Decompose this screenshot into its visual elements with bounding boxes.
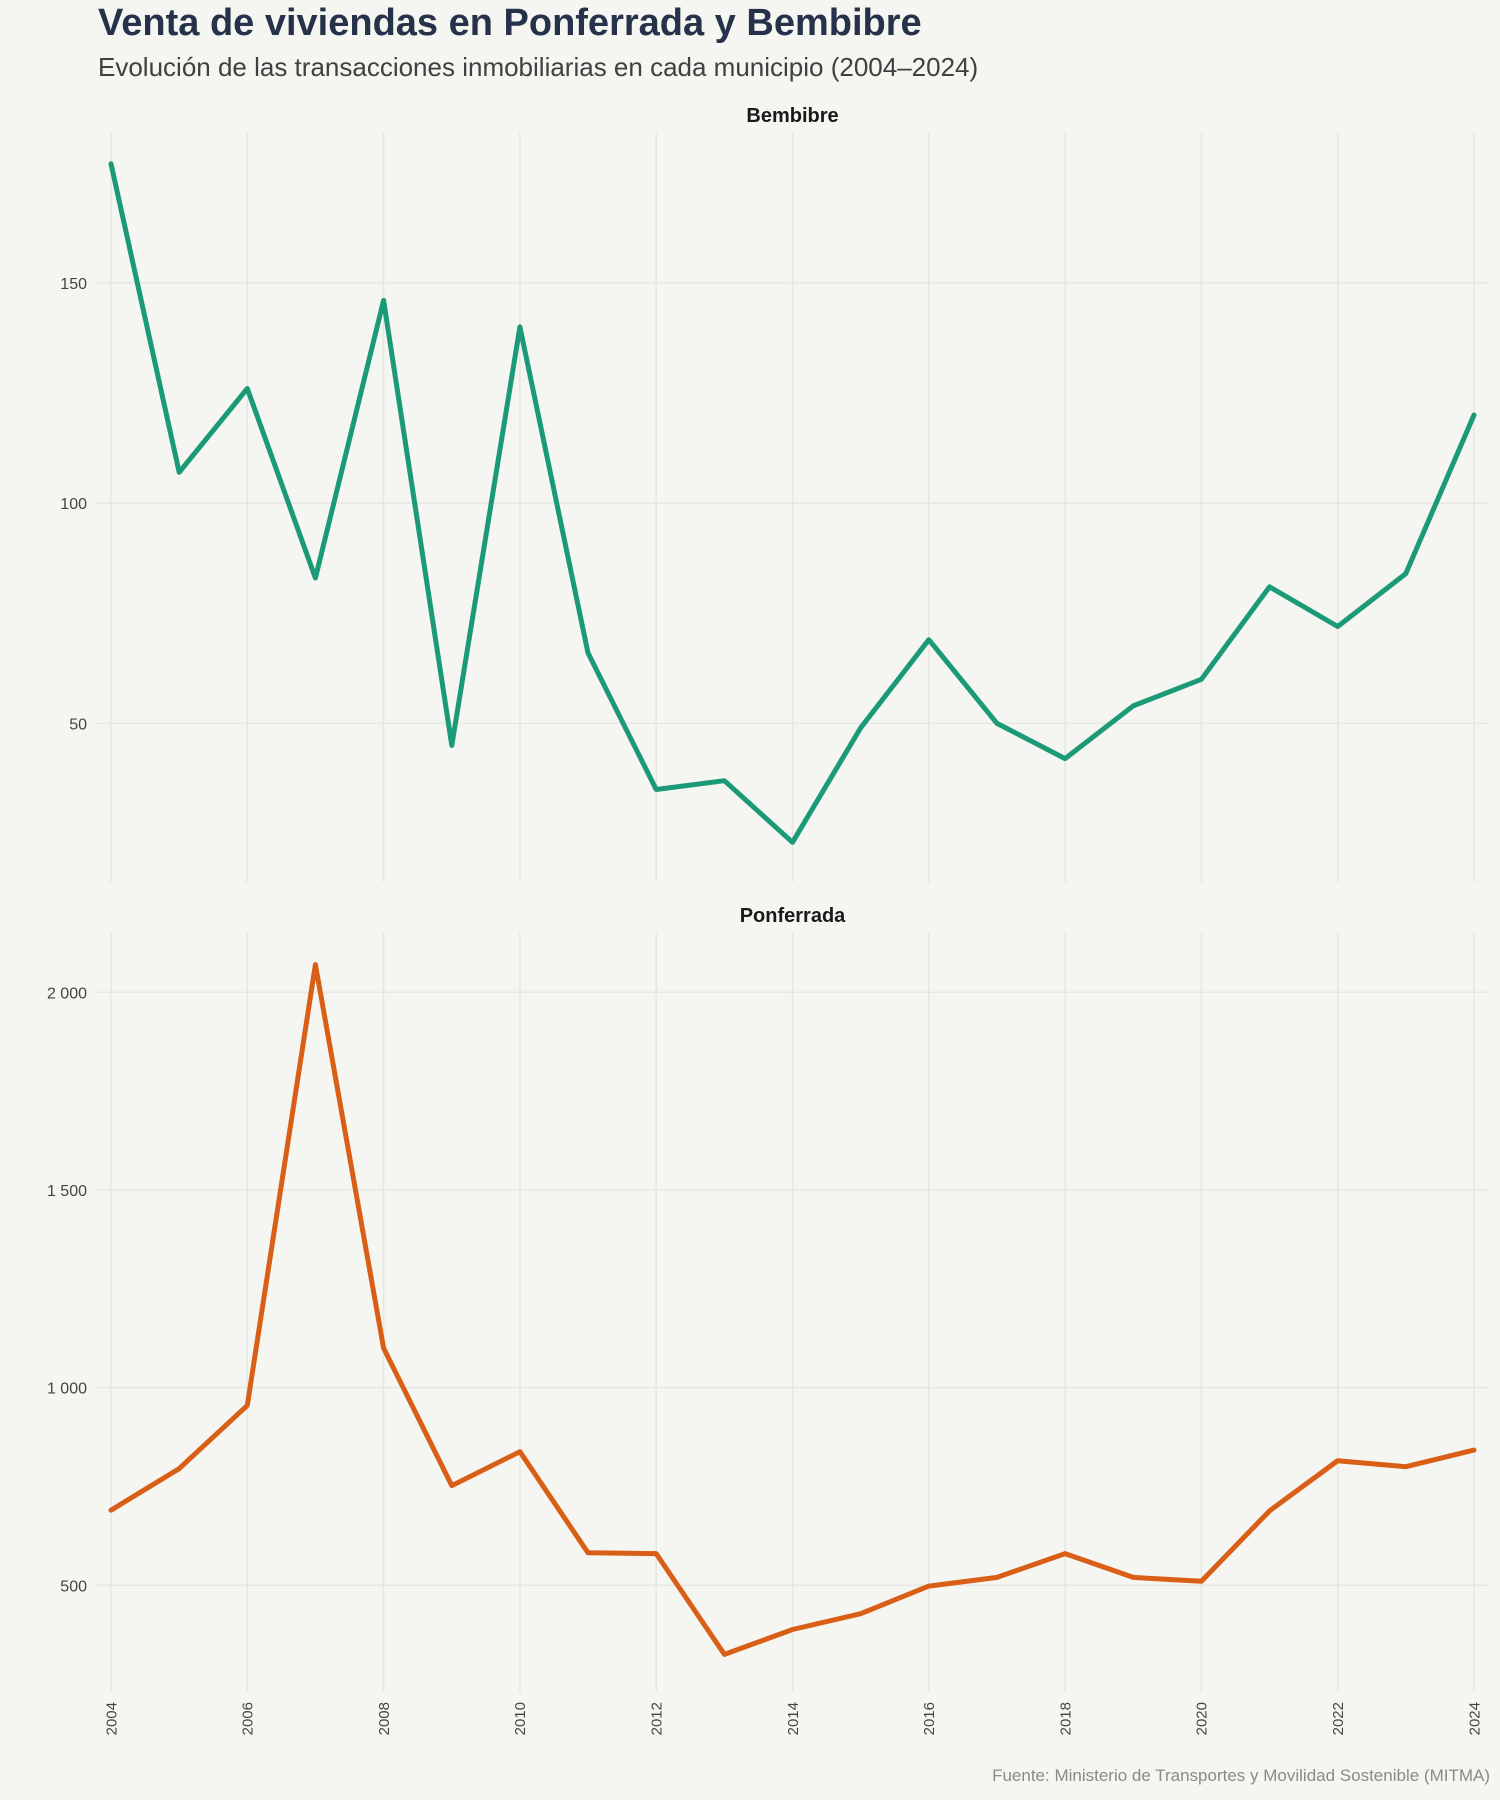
data-point-bembibre <box>109 161 114 166</box>
y-tick-label: 150 <box>60 276 87 293</box>
data-point-bembibre <box>449 743 454 748</box>
data-point-ponferrada <box>245 1403 250 1408</box>
data-point-bembibre <box>1267 584 1272 589</box>
data-point-bembibre <box>1472 412 1477 417</box>
data-point-ponferrada <box>1335 1458 1340 1463</box>
x-tick-label: 2024 <box>1466 1702 1483 1735</box>
data-point-bembibre <box>654 787 659 792</box>
data-point-bembibre <box>926 637 931 642</box>
data-point-bembibre <box>517 324 522 329</box>
data-point-ponferrada <box>586 1550 591 1555</box>
data-point-bembibre <box>858 725 863 730</box>
data-point-bembibre <box>790 840 795 845</box>
data-point-bembibre <box>1199 677 1204 682</box>
x-tick-label: 2018 <box>1057 1702 1074 1735</box>
data-point-ponferrada <box>449 1483 454 1488</box>
data-point-ponferrada <box>313 962 318 967</box>
series-line-bembibre <box>108 161 1477 845</box>
y-tick-label: 1 000 <box>47 1381 87 1398</box>
x-tick-label: 2016 <box>921 1702 938 1735</box>
data-point-bembibre <box>381 298 386 303</box>
x-tick-label: 2008 <box>376 1702 393 1735</box>
x-tick-label: 2022 <box>1330 1702 1347 1735</box>
data-point-ponferrada <box>790 1627 795 1632</box>
data-point-bembibre <box>1131 703 1136 708</box>
source-note: Fuente: Ministerio de Transportes y Movi… <box>992 1766 1490 1785</box>
data-point-bembibre <box>1063 756 1068 761</box>
data-point-bembibre <box>177 470 182 475</box>
x-tick-label: 2020 <box>1194 1702 1211 1735</box>
data-point-bembibre <box>245 386 250 391</box>
y-tick-label: 100 <box>60 496 87 513</box>
data-point-ponferrada <box>381 1346 386 1351</box>
x-tick-label: 2004 <box>103 1702 120 1735</box>
data-point-bembibre <box>994 721 999 726</box>
y-tick-label: 2 000 <box>47 985 87 1002</box>
y-tick-label: 50 <box>69 716 87 733</box>
data-point-bembibre <box>1335 624 1340 629</box>
x-tick-label: 2012 <box>648 1702 665 1735</box>
data-point-ponferrada <box>926 1584 931 1589</box>
data-point-ponferrada <box>1472 1448 1477 1453</box>
chart-title: Venta de viviendas en Ponferrada y Bembi… <box>98 2 922 44</box>
data-point-bembibre <box>1403 571 1408 576</box>
panel-title-ponferrada: Ponferrada <box>740 905 846 927</box>
data-point-ponferrada <box>994 1575 999 1580</box>
data-point-bembibre <box>722 778 727 783</box>
y-tick-label: 500 <box>60 1578 87 1595</box>
data-point-ponferrada <box>858 1611 863 1616</box>
data-point-ponferrada <box>1131 1575 1136 1580</box>
panel-title-bembibre: Bembibre <box>746 105 838 127</box>
data-point-ponferrada <box>1199 1579 1204 1584</box>
data-point-ponferrada <box>722 1652 727 1657</box>
x-tick-label: 2006 <box>240 1702 257 1735</box>
data-point-ponferrada <box>109 1508 114 1513</box>
data-point-ponferrada <box>1063 1551 1068 1556</box>
data-point-ponferrada <box>654 1551 659 1556</box>
data-point-ponferrada <box>517 1449 522 1454</box>
data-point-ponferrada <box>1403 1464 1408 1469</box>
data-point-bembibre <box>313 575 318 580</box>
y-tick-label: 1 500 <box>47 1183 87 1200</box>
x-tick-label: 2014 <box>785 1702 802 1735</box>
series-line-ponferrada <box>108 962 1477 1657</box>
data-point-bembibre <box>586 650 591 655</box>
data-point-ponferrada <box>177 1466 182 1471</box>
chart-subtitle: Evolución de las transacciones inmobilia… <box>98 52 979 82</box>
data-point-ponferrada <box>1267 1508 1272 1513</box>
x-tick-label: 2010 <box>512 1702 529 1735</box>
